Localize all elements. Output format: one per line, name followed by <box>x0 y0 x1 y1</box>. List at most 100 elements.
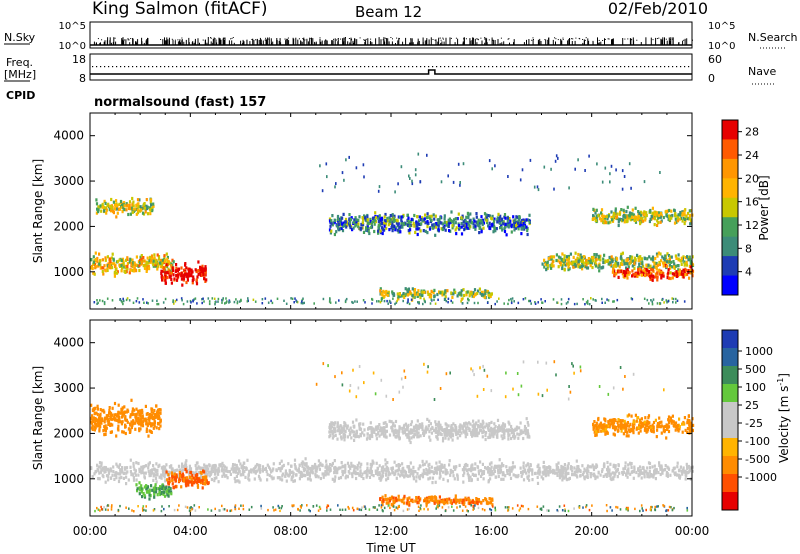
heatmap-cell <box>668 258 671 262</box>
heatmap-cell <box>185 274 188 278</box>
heatmap-cell <box>577 259 580 263</box>
heatmap-cell <box>110 204 113 209</box>
heatmap-cell <box>407 229 410 233</box>
heatmap-cell <box>520 470 523 475</box>
heatmap-cell <box>129 465 132 469</box>
heatmap-cell <box>261 302 264 305</box>
heatmap-cell <box>605 473 608 477</box>
nave-dot <box>528 66 530 68</box>
heatmap-cell <box>426 290 429 294</box>
heatmap-cell <box>608 468 611 472</box>
heatmap-cell <box>676 272 679 276</box>
heatmap-cell <box>302 297 304 300</box>
heatmap-cell <box>509 469 512 473</box>
heatmap-cell <box>236 479 239 483</box>
heatmap-cell <box>166 478 169 482</box>
heatmap-cell <box>584 169 586 172</box>
heatmap-cell <box>234 480 237 484</box>
heatmap-cell <box>631 298 634 301</box>
heatmap-cell <box>594 218 597 222</box>
heatmap-cell <box>500 225 503 229</box>
heatmap-cell <box>531 478 534 482</box>
heatmap-cell <box>439 216 442 220</box>
heatmap-cell <box>589 264 592 268</box>
heatmap-cell <box>672 260 675 264</box>
noise-dot <box>665 38 667 40</box>
heatmap-cell <box>615 272 618 276</box>
heatmap-cell <box>374 211 377 215</box>
heatmap-cell <box>355 218 358 222</box>
heatmap-cell <box>442 477 445 481</box>
heatmap-cell <box>616 298 619 302</box>
heatmap-cell <box>90 258 93 262</box>
heatmap-cell <box>662 215 665 220</box>
heatmap-cell <box>174 300 177 303</box>
heatmap-cell <box>443 217 446 221</box>
heatmap-cell <box>579 473 582 478</box>
heatmap-cell <box>640 270 643 274</box>
heatmap-cell <box>442 226 445 230</box>
heatmap-cell <box>606 217 609 221</box>
heatmap-cell <box>264 297 267 300</box>
heatmap-cell <box>375 461 378 465</box>
heatmap-cell <box>153 421 156 425</box>
heatmap-cell <box>188 273 191 277</box>
heatmap-cell <box>270 470 273 474</box>
nave-dot <box>348 66 350 68</box>
heatmap-cell <box>626 475 629 479</box>
heatmap-cell <box>153 495 156 499</box>
nave-dot <box>92 66 94 68</box>
heatmap-cell <box>407 298 409 301</box>
heatmap-cell <box>443 220 446 224</box>
heatmap-cell <box>122 262 125 266</box>
heatmap-cell <box>176 269 179 273</box>
heatmap-cell <box>116 211 119 215</box>
heatmap-cell <box>167 260 170 264</box>
heatmap-cell <box>621 262 624 266</box>
heatmap-cell <box>340 461 343 465</box>
heatmap-cell <box>408 470 411 474</box>
heatmap-cell <box>393 293 396 297</box>
heatmap-cell <box>397 463 400 467</box>
heatmap-cell <box>112 209 115 213</box>
heatmap-cell <box>522 221 525 226</box>
heatmap-cell <box>123 201 126 205</box>
heatmap-cell <box>386 299 388 303</box>
heatmap-cell <box>678 473 681 477</box>
heatmap-cell <box>460 216 463 220</box>
heatmap-cell <box>673 209 676 213</box>
heatmap-cell <box>685 263 689 267</box>
heatmap-cell <box>394 302 396 306</box>
heatmap-cell <box>410 468 413 472</box>
heatmap-cell <box>672 301 674 304</box>
heatmap-cell <box>631 215 634 219</box>
heatmap-cell <box>303 301 305 305</box>
heatmap-cell <box>103 425 106 429</box>
heatmap-cell <box>432 471 435 476</box>
noise-dot <box>465 38 467 40</box>
heatmap-cell <box>115 199 118 203</box>
heatmap-cell <box>659 215 662 219</box>
heatmap-cell <box>149 424 153 428</box>
heatmap-cell <box>571 469 574 473</box>
heatmap-cell <box>472 222 475 226</box>
heatmap-cell <box>476 291 479 296</box>
heatmap-cell <box>434 233 437 237</box>
heatmap-cell <box>642 271 645 275</box>
heatmap-cell <box>564 263 567 267</box>
heatmap-cell <box>420 218 423 222</box>
heatmap-cell <box>366 466 369 470</box>
heatmap-cell <box>221 465 224 469</box>
heatmap-cell <box>121 420 124 424</box>
heatmap-cell <box>267 301 270 304</box>
heatmap-cell <box>115 207 118 211</box>
heatmap-cell <box>222 297 224 300</box>
heatmap-cell <box>124 270 127 274</box>
heatmap-cell <box>130 473 133 477</box>
heatmap-cell <box>529 158 532 162</box>
heatmap-cell <box>400 220 403 224</box>
heatmap-cell <box>129 423 132 427</box>
heatmap-cell <box>639 471 642 475</box>
heatmap-cell <box>643 473 646 478</box>
heatmap-cell <box>138 427 141 431</box>
